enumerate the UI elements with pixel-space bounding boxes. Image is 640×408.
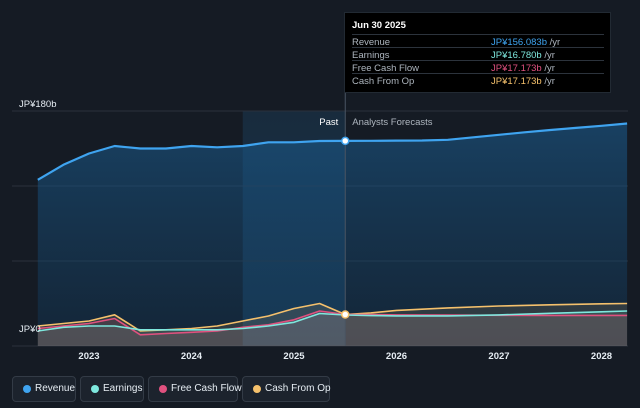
legend: Revenue Earnings Free Cash Flow Cash Fro… [0, 372, 640, 408]
series-area-revenue [37, 123, 628, 346]
series-line-earnings [37, 310, 628, 332]
revenue-marker [341, 136, 350, 146]
tooltip-value: JP¥17.173b /yr [491, 76, 555, 87]
legend-earnings[interactable]: Earnings [80, 376, 144, 402]
series-line-revenue [37, 122, 628, 181]
tooltip-label: Earnings [352, 50, 390, 61]
legend-dot [159, 385, 167, 393]
x-axis-labels: 2023 2024 2025 2026 2027 2028 [78, 351, 612, 362]
legend-label: Earnings [103, 383, 143, 394]
series-area-free-cash-flow [37, 311, 628, 346]
analysts-forecast-label: Analysts Forecasts [352, 117, 432, 128]
legend-cash-from-op[interactable]: Cash From Op [242, 376, 331, 402]
legend-label: Cash From Op [265, 383, 331, 394]
tooltip-value: JP¥156.083b /yr [491, 37, 561, 48]
x-tick-label: 2026 [386, 351, 407, 362]
y-tick-label: JP¥0 [19, 324, 41, 335]
tooltip-row-cash-from-op: Cash From Op JP¥17.173b /yr [352, 73, 604, 87]
tooltip-row-revenue: Revenue JP¥156.083b /yr [352, 34, 604, 48]
tooltip-value: JP¥17.173b /yr [491, 63, 555, 74]
x-tick-label: 2023 [78, 351, 99, 362]
series-area-earnings [37, 311, 628, 346]
x-tick-label: 2028 [591, 351, 612, 362]
tooltip-date: Jun 30 2025 [352, 20, 406, 31]
tooltip-row-earnings: Earnings JP¥16.780b /yr [352, 47, 604, 61]
series-area-cash-from-op [37, 303, 628, 346]
series-areas [37, 123, 628, 346]
legend-label: Revenue [35, 383, 76, 394]
y-tick-label: JP¥180b [19, 99, 57, 110]
tooltip-value: JP¥16.780b /yr [491, 50, 555, 61]
x-tick-label: 2027 [488, 351, 509, 362]
series-lines [37, 122, 628, 336]
tooltip-label: Cash From Op [352, 76, 415, 87]
tooltip-label: Revenue [352, 37, 391, 48]
past-label: Past [319, 117, 338, 128]
legend-free-cash-flow[interactable]: Free Cash Flow [148, 376, 242, 402]
x-tick-label: 2024 [181, 351, 203, 362]
series-line-cash-from-op [37, 302, 628, 332]
y-axis-labels: JP¥180b JP¥0 [19, 99, 57, 335]
highlight-markers [341, 136, 350, 319]
tooltip-row-free-cash-flow: Free Cash Flow JP¥17.173b /yr [352, 60, 604, 74]
tooltip: Jun 30 2025 Revenue JP¥156.083b /yr Earn… [344, 12, 611, 93]
cash-from-op-marker [341, 310, 350, 319]
tooltip-label: Free Cash Flow [352, 63, 420, 74]
legend-label: Free Cash Flow [171, 383, 242, 394]
legend-dot [91, 385, 99, 393]
x-tick-label: 2025 [283, 351, 305, 362]
legend-revenue[interactable]: Revenue [12, 376, 76, 402]
legend-dot [253, 385, 261, 393]
legend-dot [23, 385, 31, 393]
